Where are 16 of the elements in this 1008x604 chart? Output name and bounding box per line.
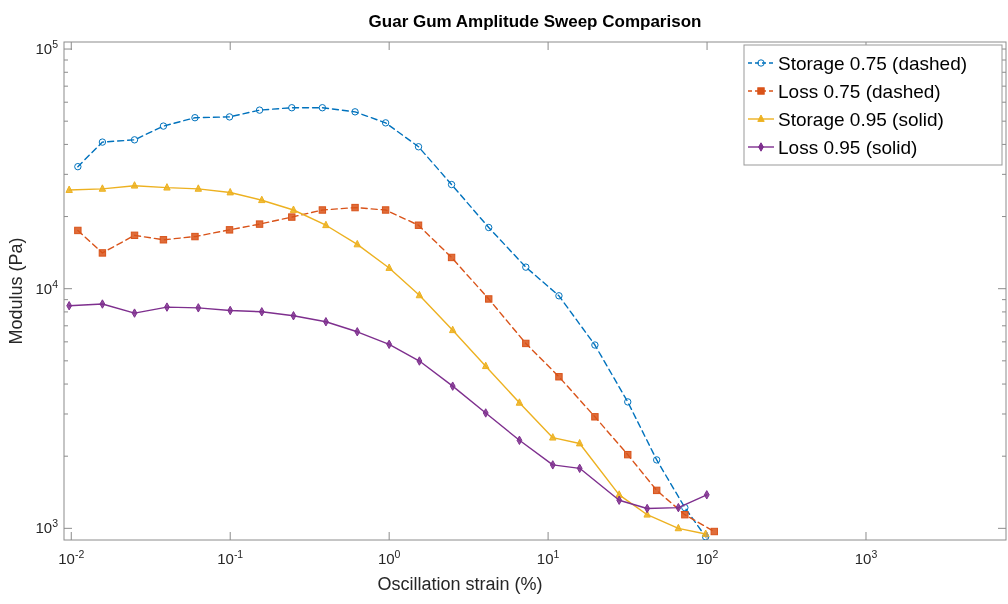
x-tick-label: 10$^{1}$ — [536, 548, 560, 567]
legend-label: Storage 0.95 (solid) — [778, 109, 944, 130]
y-axis-title: Modulus (Pa) — [6, 237, 26, 345]
chart-title: Guar Gum Amplitude Sweep Comparison — [368, 12, 702, 31]
x-tick-label: 10$^{-1}$ — [217, 548, 244, 567]
x-tick-label: 10$^{2}$ — [695, 548, 719, 567]
legend-label: Loss 0.95 (solid) — [778, 137, 918, 158]
x-tick-label: 10$^{-2}$ — [58, 548, 85, 567]
x-axis-title: Oscillation strain (%) — [377, 574, 543, 594]
legend-label: Loss 0.75 (dashed) — [778, 81, 941, 102]
x-tick-label: 10$^{3}$ — [854, 548, 878, 567]
legend-label: Storage 0.75 (dashed) — [778, 53, 968, 74]
y-tick-label: 10$^{3}$ — [35, 517, 59, 537]
y-tick-label: 10$^{5}$ — [35, 38, 59, 58]
x-tick-label: 10$^{0}$ — [377, 548, 401, 567]
y-tick-label: 10$^{4}$ — [35, 277, 59, 297]
